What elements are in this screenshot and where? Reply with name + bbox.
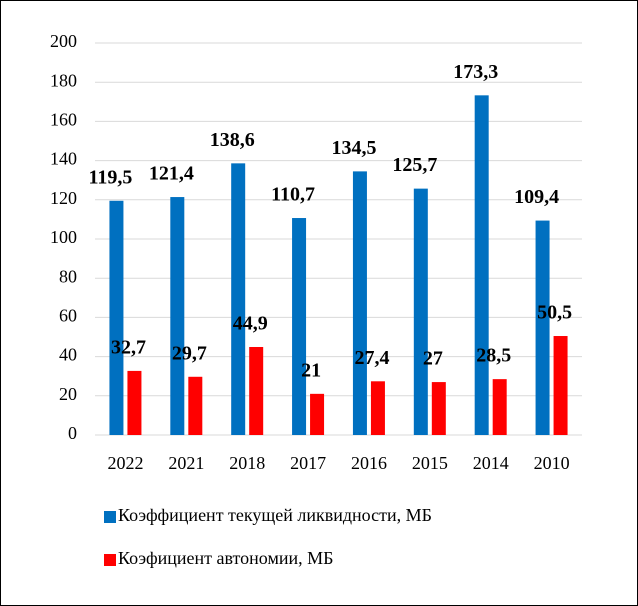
- value-label: 44,9: [233, 313, 268, 335]
- value-label: 109,4: [514, 186, 559, 208]
- value-label: 21: [301, 359, 321, 381]
- bar: [553, 336, 568, 435]
- bar: [188, 376, 203, 435]
- bar: [292, 218, 307, 435]
- value-label: 29,7: [172, 342, 207, 364]
- y-tick-label: 200: [50, 31, 77, 51]
- bar: [431, 382, 446, 435]
- x-tick-label: 2017: [290, 453, 326, 473]
- bar: [127, 370, 142, 435]
- value-label: 134,5: [331, 137, 376, 159]
- bar: [170, 197, 185, 435]
- x-tick-label: 2016: [351, 453, 387, 473]
- y-tick-label: 160: [50, 110, 77, 130]
- value-label: 32,7: [111, 337, 146, 359]
- value-label: 138,6: [210, 129, 255, 151]
- value-label: 27,4: [354, 347, 389, 369]
- x-tick-label: 2018: [229, 453, 265, 473]
- value-label: 121,4: [149, 163, 194, 185]
- y-tick-label: 20: [59, 384, 77, 404]
- x-tick-label: 2010: [534, 453, 570, 473]
- bar: [249, 346, 264, 435]
- value-label: 119,5: [88, 166, 132, 188]
- x-tick-label: 2015: [412, 453, 448, 473]
- legend-label: Коэффициент текущей ликвидности, МБ: [118, 505, 432, 525]
- bar: [413, 188, 428, 435]
- value-label: 50,5: [537, 302, 572, 324]
- y-tick-label: 120: [50, 188, 77, 208]
- y-tick-label: 100: [50, 227, 77, 247]
- bar: [352, 171, 367, 435]
- value-label: 125,7: [392, 154, 437, 176]
- legend-swatch: [104, 511, 116, 523]
- y-tick-label: 40: [59, 345, 77, 365]
- bar: [231, 163, 246, 435]
- legend-label: Коэфициент автономии, МБ: [118, 548, 333, 568]
- bar: [109, 200, 124, 435]
- value-label: 28,5: [476, 345, 511, 367]
- x-tick-label: 2014: [473, 453, 509, 473]
- bar: [310, 393, 325, 435]
- x-tick-label: 2022: [107, 453, 143, 473]
- value-label: 27: [423, 348, 443, 370]
- value-label: 110,7: [271, 184, 315, 206]
- bar: [492, 379, 507, 435]
- y-tick-label: 140: [50, 149, 77, 169]
- y-tick-label: 60: [59, 306, 77, 326]
- y-tick-label: 180: [50, 70, 77, 90]
- legend-swatch: [104, 554, 116, 566]
- bar: [535, 220, 550, 435]
- value-label: 173,3: [453, 61, 498, 83]
- y-tick-label: 80: [59, 266, 77, 286]
- bar: [474, 95, 489, 435]
- y-tick-label: 0: [68, 423, 77, 443]
- bar: [370, 381, 385, 435]
- x-tick-label: 2021: [168, 453, 204, 473]
